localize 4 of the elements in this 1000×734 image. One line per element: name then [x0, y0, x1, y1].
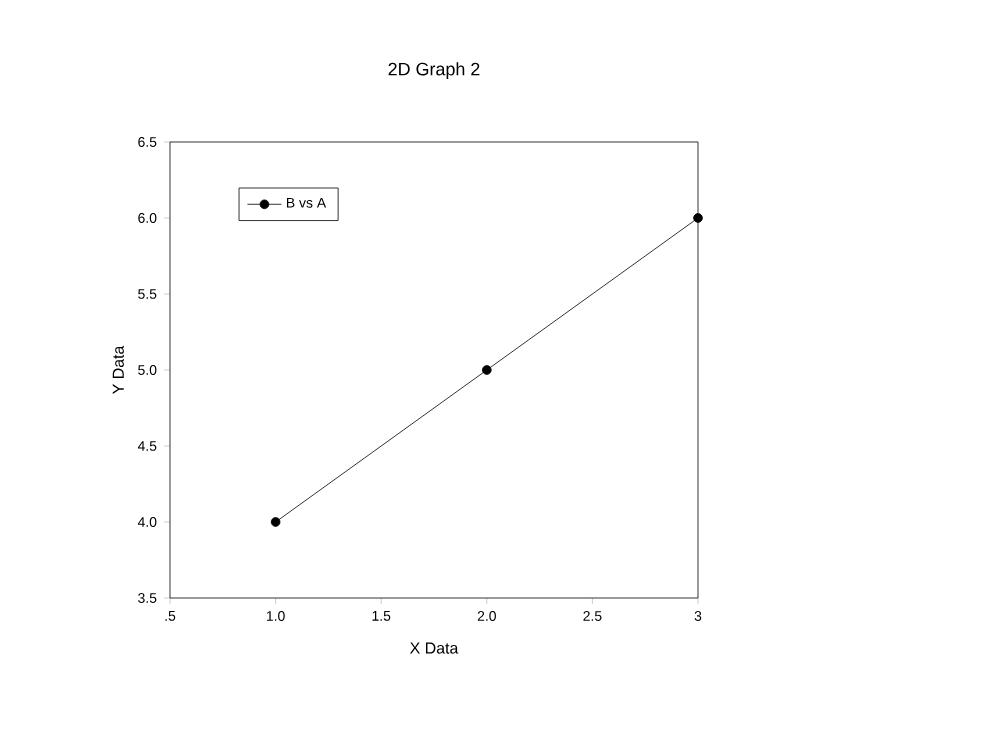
point: [482, 365, 492, 375]
chart-title: 2D Graph 2: [388, 62, 480, 79]
point: [270, 517, 281, 527]
point: [693, 213, 703, 223]
